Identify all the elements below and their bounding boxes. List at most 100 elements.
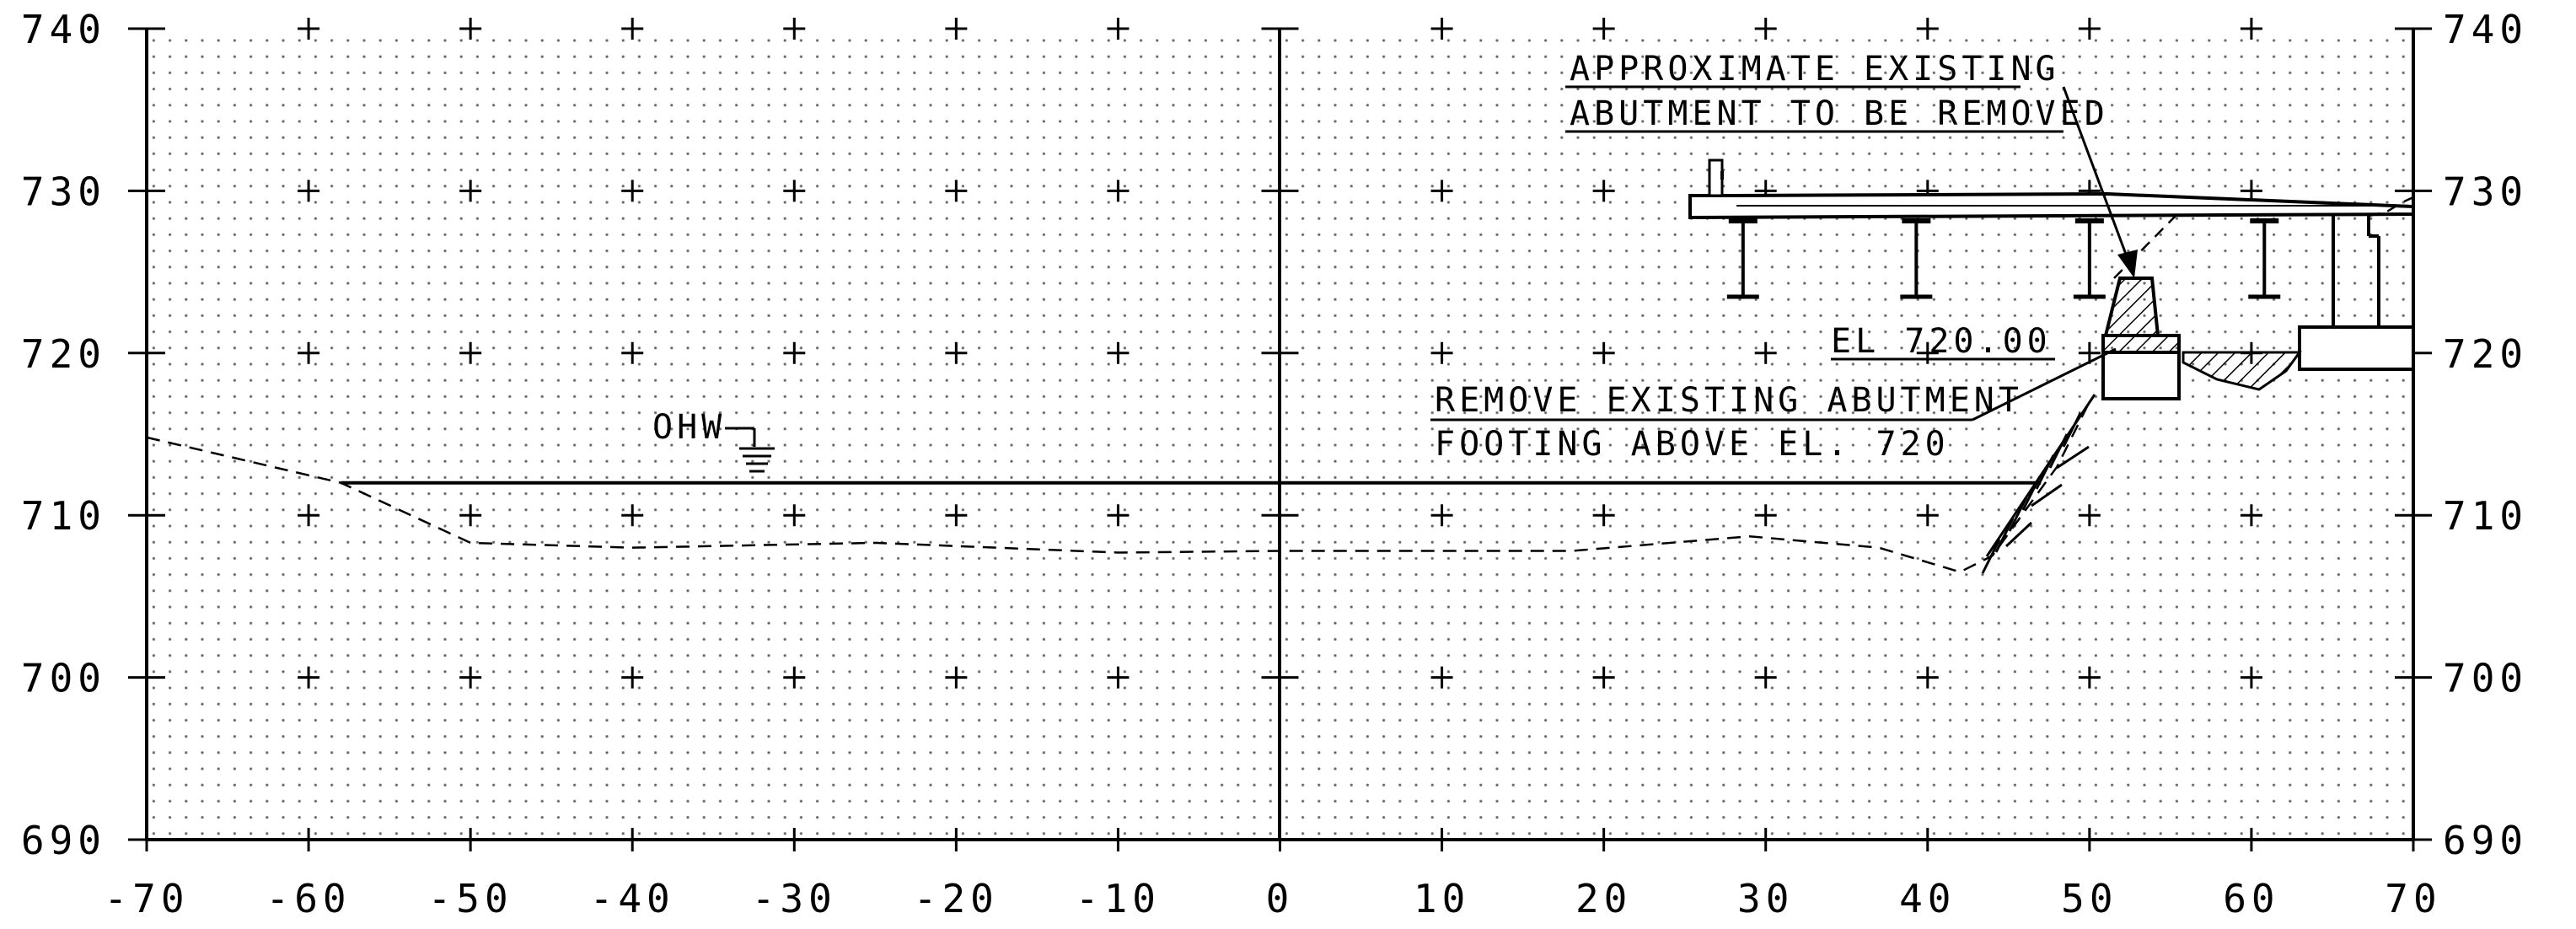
ohw-symbol: OHW [652,408,775,473]
grid-cross [1430,341,1453,364]
grid-cross [1107,666,1130,689]
bridge-railing [1708,158,1724,197]
grid-cross [298,18,320,40]
grid-cross [2240,18,2262,40]
grid-cross [1107,180,1130,202]
x-tick-label: 50 [2061,876,2117,921]
approx-abutment-label-line1: APPROXIMATE EXISTING [1570,50,2060,89]
y-tick-label-left: 730 [21,169,106,214]
grid-cross [783,180,806,202]
abutment-footing-remaining [2101,351,2181,400]
x-tick-label: 20 [1575,876,1632,921]
grid-cross [783,341,806,364]
grid-cross [1592,341,1615,364]
grid-cross [783,18,806,40]
grid-cross [945,666,968,689]
grid-crosses [298,18,2262,689]
grid-cross [459,341,482,364]
ohw-label: OHW [652,408,726,447]
grid-cross [1754,666,1777,689]
grid-cross [1592,180,1615,202]
slope-hatching [1981,394,2096,574]
grid-cross [1754,341,1777,364]
grid-cross [1107,18,1130,40]
grid-cross [1430,180,1453,202]
grid-cross [459,666,482,689]
x-tick-label: -50 [428,876,513,921]
y-tick-label-right: 730 [2443,169,2528,214]
grid-cross [1107,504,1130,527]
grid-cross [2078,666,2101,689]
y-tick-label-right: 700 [2443,656,2528,701]
grid-cross [621,666,644,689]
grid-cross [621,504,644,527]
y-tick-label-right: 720 [2443,331,2528,377]
grid-cross [1107,341,1130,364]
grid-cross [2240,504,2262,527]
axis-ticks [128,27,2432,851]
y-tick-label-right: 710 [2443,493,2528,539]
grid-cross [945,341,968,364]
grid-cross [2078,504,2101,527]
approx-abutment-leader [2062,86,2138,278]
x-tick-label: -70 [104,876,189,921]
grid-cross [621,18,644,40]
x-tick-label: 0 [1266,876,1295,921]
x-tick-label: 60 [2223,876,2279,921]
x-tick-label: -20 [914,876,999,921]
grid-cross [1430,18,1453,40]
existing-abutment [2101,277,2302,400]
grid-cross [621,180,644,202]
y-tick-label-left: 690 [21,818,106,863]
east-abutment [2298,214,2415,371]
x-tick-label: 40 [1899,876,1956,921]
grid-cross [1754,504,1777,527]
grid-cross [945,504,968,527]
grid-cross [1916,504,1939,527]
x-tick-label: -30 [752,876,837,921]
y-tick-label-left: 720 [21,331,106,377]
grid-cross [783,666,806,689]
x-axis-tick-labels: -70 -60 -50 -40 -30 -20 -10 0 10 20 30 40 50 60 70 [104,876,2441,921]
y-tick-label-left: 710 [21,493,106,539]
ground-profile-line [146,400,2090,573]
grid-cross [459,180,482,202]
grid-cross [621,341,644,364]
grid-cross [1916,18,1939,40]
elevation-label: EL 720.00 [1831,322,2052,361]
x-tick-label: 30 [1737,876,1794,921]
grid-cross [783,504,806,527]
y-tick-label-left: 740 [21,7,106,52]
x-tick-label: 70 [2385,876,2441,921]
y-tick-label-right: 690 [2443,818,2528,863]
grid-cross [1754,18,1777,40]
remove-footing-label-line2: FOOTING ABOVE EL. 720 [1435,425,1950,464]
grid-cross [1916,666,1939,689]
grid-cross [2240,666,2262,689]
x-tick-label: -10 [1076,876,1161,921]
east-bank-hatch [2182,351,2302,391]
grid-cross [1430,666,1453,689]
grid-cross [2078,341,2101,364]
grid-cross [459,504,482,527]
x-tick-label: 10 [1414,876,1470,921]
existing-abutment-dashed [2113,212,2180,279]
x-tick-label: -60 [266,876,352,921]
grid-cross [2078,18,2101,40]
y-axis-tick-labels: 740 740 730 730 720 720 710 710 700 700 690 690 [21,7,2528,863]
grid-cross [1592,504,1615,527]
approx-abutment-label-line2: ABUTMENT TO BE REMOVED [1570,94,2109,133]
east-approach-dashed [2368,196,2414,217]
remove-footing-label-line1: REMOVE EXISTING ABUTMENT [1435,381,2023,420]
y-tick-label-right: 740 [2443,7,2528,52]
grid-cross [298,341,320,364]
remove-footing-leader [1972,347,2117,422]
grid-cross [945,180,968,202]
x-tick-label: -40 [590,876,675,921]
y-tick-label-left: 700 [21,656,106,701]
grid-cross [1430,504,1453,527]
bridge-superstructure [1688,158,2415,371]
grid-cross [1592,18,1615,40]
